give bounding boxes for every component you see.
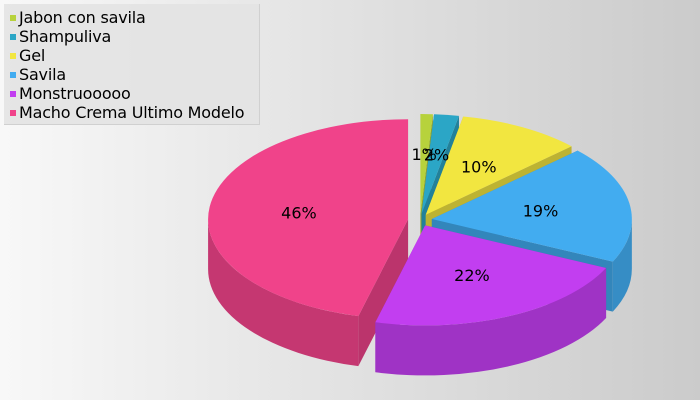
legend-item-monstruooooo: Monstruooooo: [4, 84, 259, 103]
legend-item-gel: Gel: [4, 46, 259, 65]
slice-percent-label: 10%: [461, 158, 497, 177]
legend-item-savila: Savila: [4, 65, 259, 84]
legend-swatch: [10, 53, 16, 59]
legend-item-shampuliva: Shampuliva: [4, 27, 259, 46]
pie-tops: [208, 114, 632, 326]
legend-swatch: [10, 110, 16, 116]
pie-slice-gel: [425, 116, 572, 215]
slice-percent-label: 19%: [523, 201, 559, 220]
slice-side-wall: [358, 219, 409, 367]
legend-label: Gel: [19, 46, 46, 65]
legend-swatch: [10, 91, 16, 97]
pie-layer: 1%2% 10% 19% 22% 46%: [208, 114, 632, 376]
legend-swatch: [10, 34, 16, 40]
pie-labels: 1%2% 10% 19% 22% 46%: [281, 145, 558, 285]
legend: Jabon con savila Shampuliva Gel Savila M…: [4, 4, 260, 125]
slice-percent-label: 46%: [281, 203, 317, 222]
legend-item-macho-crema-ultimo-modelo: Macho Crema Ultimo Modelo: [4, 103, 259, 122]
pie-slice-jabon-con-savila: [420, 114, 433, 215]
pie-slice-savila: [431, 150, 632, 262]
pie-slice-macho-crema-ultimo-modelo: [208, 119, 409, 317]
legend-label: Macho Crema Ultimo Modelo: [19, 103, 245, 122]
legend-swatch: [10, 15, 16, 21]
slice-percent-label: 2%: [424, 146, 449, 165]
legend-label: Jabon con savila: [19, 8, 146, 27]
legend-swatch: [10, 72, 16, 78]
slice-rim: [375, 268, 607, 376]
pie-slice-monstruooooo: [375, 225, 607, 326]
legend-label: Savila: [19, 65, 66, 84]
slice-rim: [208, 219, 359, 367]
pie-slice-shampuliva: [421, 114, 459, 215]
legend-label: Shampuliva: [19, 27, 112, 46]
slice-percent-label: 1%: [411, 145, 436, 164]
slice-rim: [612, 219, 632, 312]
legend-item-jabon-con-savila: Jabon con savila: [4, 8, 259, 27]
legend-label: Monstruooooo: [19, 84, 131, 103]
slice-percent-label: 22%: [454, 266, 490, 285]
